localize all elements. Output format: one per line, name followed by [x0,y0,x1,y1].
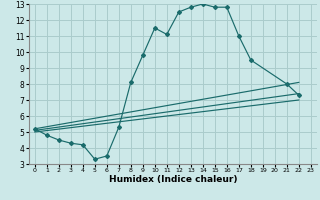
X-axis label: Humidex (Indice chaleur): Humidex (Indice chaleur) [108,175,237,184]
